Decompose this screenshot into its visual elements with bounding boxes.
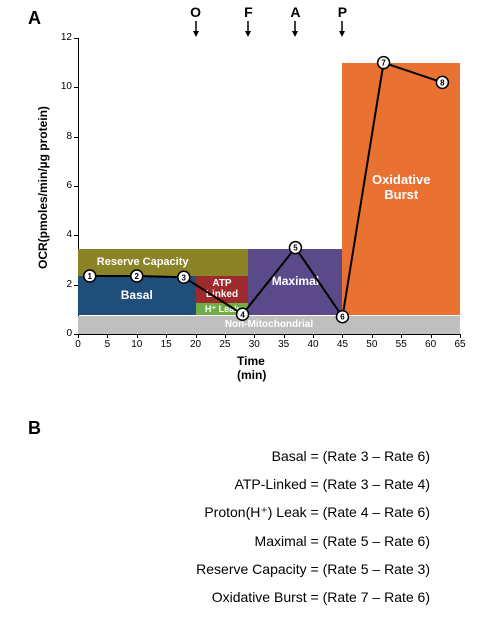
xtick: 15 (156, 339, 176, 350)
marker-6: 6 (336, 311, 348, 323)
xtick: 30 (244, 339, 264, 350)
xtick: 50 (362, 339, 382, 350)
xtick: 20 (186, 339, 206, 350)
xtick: 40 (303, 339, 323, 350)
x-axis-title: Time (min) (237, 354, 266, 382)
svg-text:6: 6 (340, 313, 345, 322)
svg-text:5: 5 (293, 244, 298, 253)
marker-8: 8 (436, 76, 448, 88)
equation-line: Oxidative Burst = (Rate 7 – Rate 6) (196, 589, 430, 605)
panel-b-label: B (28, 418, 41, 439)
marker-3: 3 (178, 271, 190, 283)
equation-line: Proton(H⁺) Leak = (Rate 4 – Rate 6) (196, 504, 430, 521)
equations-block: Basal = (Rate 3 – Rate 6) ATP-Linked = (R… (196, 448, 430, 617)
xtick: 35 (274, 339, 294, 350)
svg-text:8: 8 (440, 78, 445, 87)
line-series: 1 2 3 4 5 6 7 8 (0, 0, 500, 336)
equation-line: ATP-Linked = (Rate 3 – Rate 4) (196, 476, 430, 492)
xtick: 0 (68, 339, 88, 350)
xtick: 55 (391, 339, 411, 350)
marker-2: 2 (131, 270, 143, 282)
svg-text:7: 7 (381, 59, 386, 68)
equation-line: Basal = (Rate 3 – Rate 6) (196, 448, 430, 464)
xtick: 45 (332, 339, 352, 350)
svg-text:1: 1 (88, 272, 93, 281)
svg-text:2: 2 (135, 272, 140, 281)
marker-4: 4 (237, 308, 249, 320)
xtick: 60 (421, 339, 441, 350)
xtick: 10 (127, 339, 147, 350)
marker-5: 5 (289, 242, 301, 254)
equation-line: Reserve Capacity = (Rate 5 – Rate 3) (196, 561, 430, 577)
marker-1: 1 (84, 270, 96, 282)
svg-text:3: 3 (182, 273, 187, 282)
xtick: 65 (450, 339, 470, 350)
equation-line: Maximal = (Rate 5 – Rate 6) (196, 533, 430, 549)
xtick: 25 (215, 339, 235, 350)
page: A OCR(pmoles/min/µg protein) Time (min) … (0, 0, 500, 636)
xtick: 5 (97, 339, 117, 350)
svg-text:4: 4 (240, 310, 245, 319)
marker-7: 7 (378, 57, 390, 69)
